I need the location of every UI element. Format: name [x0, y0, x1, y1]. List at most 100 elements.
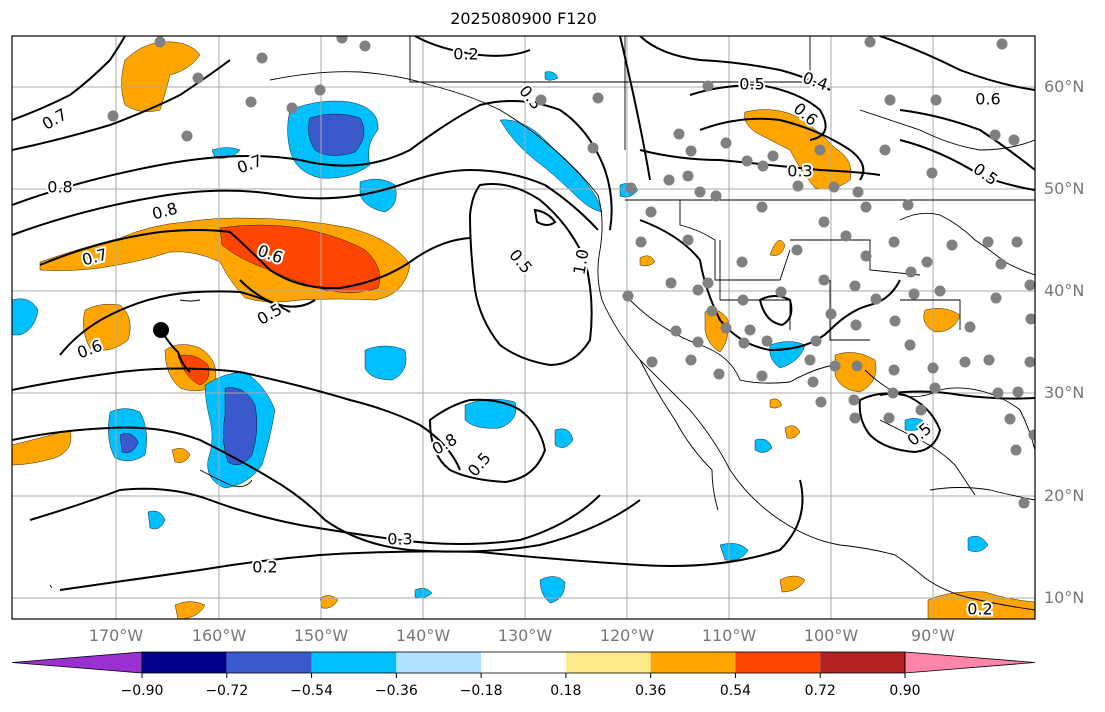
contour-line — [59, 290, 291, 356]
station-marker — [1011, 236, 1023, 248]
contour-line — [12, 36, 126, 121]
contour-line — [414, 36, 531, 57]
station-marker — [883, 412, 895, 424]
longitude-label: 130°W — [497, 626, 553, 645]
contour-label: 0.6 — [975, 90, 1000, 109]
contour-line — [39, 229, 471, 290]
station-marker — [888, 364, 900, 376]
station-marker — [815, 396, 827, 408]
coastlines — [49, 36, 1035, 611]
map-frame — [11, 35, 1036, 620]
contour-line — [428, 398, 547, 484]
latitude-label: 60°N — [1044, 77, 1085, 96]
station-marker — [692, 336, 704, 348]
colorbar-segment — [396, 652, 482, 673]
colorbar-tick-label: 0.90 — [889, 683, 921, 699]
contour-line — [12, 168, 599, 236]
station-marker — [744, 324, 756, 336]
station-marker — [314, 84, 326, 96]
longitude-label: 100°W — [803, 626, 859, 645]
station-marker — [673, 128, 685, 140]
station-marker — [927, 362, 939, 374]
station-marker — [646, 356, 658, 368]
colorbar-tick-label: 0.72 — [804, 683, 836, 699]
station-marker — [990, 292, 1002, 304]
longitude-label: 90°W — [910, 626, 956, 645]
contour-label: 0.2 — [453, 45, 478, 64]
station-marker — [930, 94, 942, 106]
station-marker — [964, 321, 976, 333]
contour-line — [29, 487, 601, 545]
colorbar-segment — [226, 652, 312, 673]
station-marker — [852, 186, 864, 198]
station-marker — [934, 285, 946, 297]
station-marker — [635, 236, 647, 248]
station-marker — [702, 80, 714, 92]
station-marker — [737, 294, 749, 306]
station-marker — [887, 387, 899, 399]
station-marker — [736, 256, 748, 268]
shaded-region — [834, 352, 877, 393]
contour-line — [639, 36, 831, 91]
colorbar-tick-label: 0.54 — [719, 683, 752, 699]
station-marker — [738, 337, 750, 349]
shaded-region — [779, 575, 806, 593]
colorbar — [11, 651, 1036, 678]
colorbar-segment — [311, 652, 397, 673]
contour-line — [899, 139, 1035, 191]
colorbar-max-extension — [904, 651, 1036, 674]
station-marker — [685, 145, 697, 157]
shaded-region — [769, 240, 786, 256]
longitude-label: 170°W — [88, 626, 144, 645]
station-marker — [154, 36, 166, 48]
station-marker — [889, 315, 901, 327]
contour-label: 0.3 — [787, 162, 812, 181]
shaded-region — [171, 448, 191, 463]
colorbar-tick-label: −0.18 — [459, 683, 503, 699]
station-marker — [825, 308, 837, 320]
latitude-label: 50°N — [1044, 179, 1085, 198]
contour-label: 0.3 — [387, 530, 412, 549]
station-marker — [694, 186, 706, 198]
longitude-label: 110°W — [701, 626, 757, 645]
contour-line — [59, 479, 804, 591]
latitude-label: 40°N — [1044, 281, 1085, 300]
coastline — [179, 299, 201, 302]
station-marker — [336, 36, 348, 44]
station-marker — [645, 206, 657, 218]
coastline — [409, 36, 625, 83]
station-marker — [849, 280, 861, 292]
station-marker — [860, 201, 872, 213]
station-marker — [792, 180, 804, 192]
shaded-region — [364, 345, 407, 381]
station-marker — [245, 96, 257, 108]
station-marker — [685, 354, 697, 366]
station-marker — [828, 181, 840, 193]
station-marker — [888, 236, 900, 248]
shaded-region — [784, 425, 801, 439]
longitude-label: 150°W — [293, 626, 349, 645]
station-marker — [929, 382, 941, 394]
station-marker — [256, 52, 268, 64]
coastline — [879, 419, 976, 496]
coastline — [629, 299, 836, 384]
colorbar-segment — [820, 652, 905, 673]
shaded-region — [554, 428, 574, 448]
station-marker — [622, 290, 634, 302]
colorbar-tick-label: −0.54 — [290, 683, 333, 699]
station-marker — [848, 394, 860, 406]
station-marker — [908, 288, 920, 300]
station-marker — [692, 284, 704, 296]
latitude-label: 20°N — [1044, 486, 1085, 505]
station-markers — [107, 36, 1035, 509]
station-marker — [926, 167, 938, 179]
station-marker — [804, 354, 816, 366]
contour-label: 0.2 — [967, 600, 992, 619]
station-marker — [1018, 497, 1030, 509]
station-marker — [1024, 279, 1035, 291]
colorbar-segment — [565, 652, 651, 673]
station-marker — [864, 36, 876, 48]
contour-line — [899, 109, 1035, 171]
contour-line — [639, 219, 901, 352]
coastline — [639, 359, 719, 511]
